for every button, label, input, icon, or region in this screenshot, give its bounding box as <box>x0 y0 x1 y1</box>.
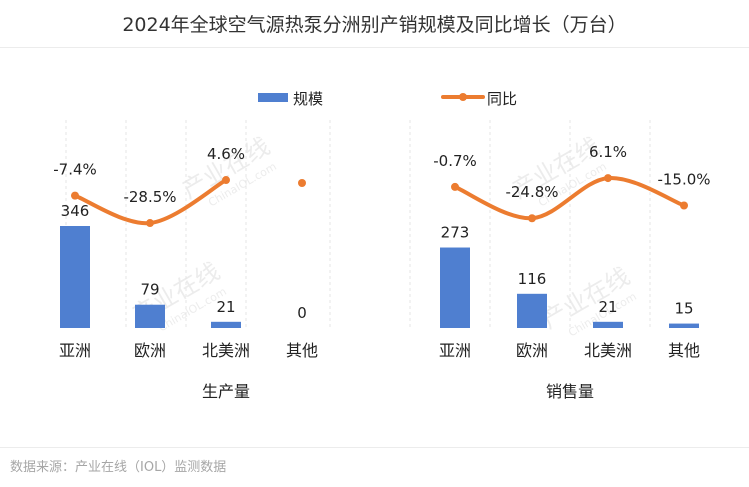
yoy-value-label: 4.6% <box>207 145 245 163</box>
panel-production: 346 亚洲 79 欧洲 21 北美洲 0 其他 -7.4% -28.5% 4.6% 生产量 <box>53 145 318 401</box>
title-divider <box>0 47 749 48</box>
yoy-point <box>146 219 154 228</box>
category-label: 亚洲 <box>59 341 91 360</box>
yoy-value-label: -7.4% <box>53 161 97 179</box>
bar-value-label: 21 <box>598 298 617 316</box>
category-label: 北美洲 <box>584 341 632 360</box>
yoy-point <box>604 174 612 183</box>
legend-label-yoy: 同比 <box>487 90 517 108</box>
bar <box>517 293 547 328</box>
bar-value-label: 21 <box>216 298 235 316</box>
bar-value-label: 15 <box>674 300 693 318</box>
bar-value-label: 79 <box>140 281 159 299</box>
category-label: 亚洲 <box>439 341 471 360</box>
bar <box>60 226 90 328</box>
panels-layer: 346 亚洲 79 欧洲 21 北美洲 0 其他 -7.4% -28.5% 4.6% 生产量 273 亚洲… <box>53 143 710 401</box>
panel-sales: 273 亚洲 116 欧洲 21 北美洲 15 其他 -0.7% -24.8% 6.1% -15.0%… <box>433 143 710 401</box>
bar-value-label: 116 <box>518 270 547 288</box>
category-label: 北美洲 <box>202 341 250 360</box>
chart-title: 2024年全球空气源热泵分洲别产销规模及同比增长（万台） <box>122 14 627 36</box>
yoy-point <box>451 182 459 191</box>
legend: 规模 同比 <box>258 90 517 108</box>
yoy-value-label: 6.1% <box>589 143 627 161</box>
bar-value-label: 346 <box>61 202 90 220</box>
footer-divider <box>0 447 749 448</box>
legend-label-scale: 规模 <box>293 90 323 108</box>
legend-line-marker <box>459 93 467 101</box>
bar <box>440 247 470 328</box>
category-label: 欧洲 <box>516 341 548 360</box>
bar <box>135 304 165 328</box>
bar <box>593 321 623 328</box>
category-label: 欧洲 <box>134 341 166 360</box>
yoy-value-label: -28.5% <box>123 188 176 206</box>
panel-axis-title: 销售量 <box>546 382 594 401</box>
bar-value-label: 0 <box>297 304 307 322</box>
data-source: 数据来源：产业在线（IOL）监测数据 <box>10 460 227 475</box>
yoy-point <box>298 179 306 187</box>
bar <box>211 321 241 328</box>
yoy-point <box>680 201 688 210</box>
yoy-point <box>71 191 79 200</box>
bar <box>669 323 699 328</box>
bar-value-label: 273 <box>441 224 470 242</box>
yoy-point <box>222 176 230 185</box>
yoy-line <box>453 176 686 221</box>
panel-axis-title: 生产量 <box>202 382 250 401</box>
yoy-value-label: -15.0% <box>657 171 710 189</box>
legend-bar-swatch <box>258 93 288 102</box>
category-label: 其他 <box>286 341 318 360</box>
yoy-point <box>528 214 536 223</box>
category-label: 其他 <box>668 341 700 360</box>
yoy-value-label: -0.7% <box>433 152 477 170</box>
yoy-value-label: -24.8% <box>505 183 558 201</box>
